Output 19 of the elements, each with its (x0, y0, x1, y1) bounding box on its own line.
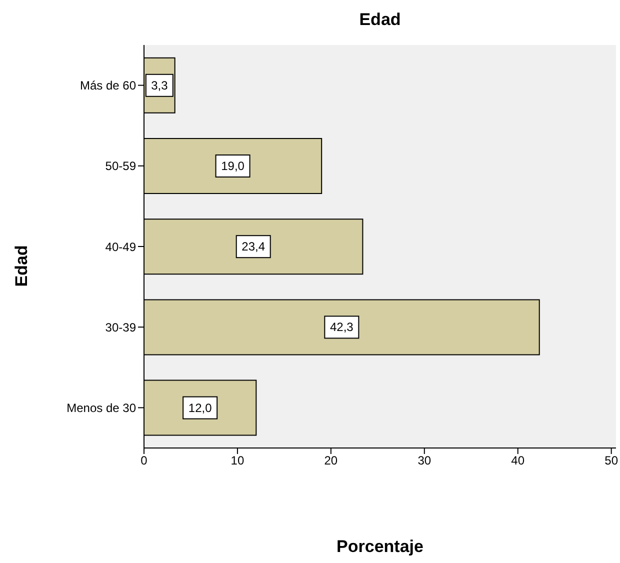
x-tick-label: 10 (230, 454, 244, 468)
x-tick-label: 50 (604, 454, 618, 468)
x-tick-label: 20 (324, 454, 338, 468)
data-label: 42,3 (330, 320, 354, 334)
y-tick-label: Menos de 30 (66, 400, 136, 415)
data-label: 23,4 (242, 240, 266, 254)
y-tick-label: Más de 60 (80, 78, 136, 93)
y-tick-label: 50-59 (105, 159, 136, 174)
x-tick-label: 0 (140, 454, 148, 468)
data-label: 3,3 (151, 78, 168, 92)
x-axis-title: Porcentaje (336, 537, 424, 557)
y-tick-label: 40-49 (105, 240, 136, 254)
x-tick-label: 30 (418, 454, 432, 468)
chart-title: Edad (358, 10, 402, 30)
x-tick-label: 40 (511, 454, 525, 468)
data-label: 19,0 (221, 158, 245, 173)
y-axis-title: Edad (12, 245, 32, 287)
data-label: 12,0 (188, 400, 212, 415)
y-tick-label: 30-39 (105, 320, 136, 334)
